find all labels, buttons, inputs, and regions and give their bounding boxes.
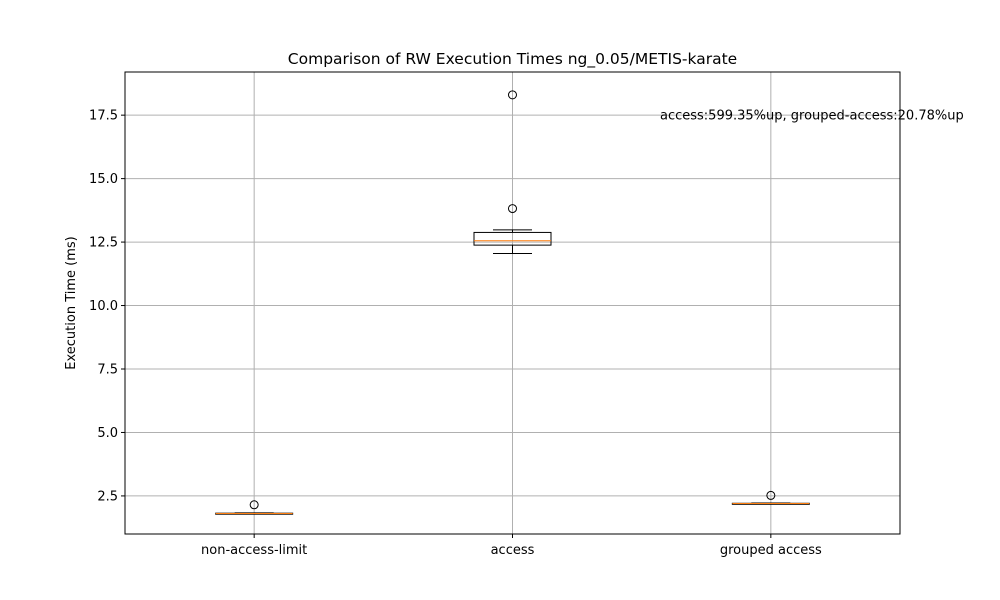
annotation-text: access:599.35%up, grouped-access:20.78%u… [660,109,964,124]
y-tick-label: 15.0 [89,172,118,187]
box-layer [215,90,810,515]
box-group [473,90,552,254]
y-tick-label: 7.5 [97,363,118,378]
x-tick-label: grouped access [720,543,822,558]
chart-title: Comparison of RW Execution Times ng_0.05… [288,50,737,69]
outlier-point [249,500,259,510]
y-tick-label: 17.5 [89,109,118,124]
x-tick-label: access [491,543,535,558]
tick-layer: 2.5 5.0 7.5 10.0 12.5 15.0 17.5 non-access-limi… [89,109,822,558]
y-tick-label: 2.5 [97,489,118,504]
y-tick-label: 12.5 [89,236,118,251]
grid-layer [125,72,900,534]
y-axis-label: Execution Time (ms) [64,236,79,369]
outlier-point [766,490,776,500]
x-tick-label: non-access-limit [201,543,307,558]
outlier-point [508,204,517,214]
box-group [731,490,810,505]
outlier-point [508,90,517,100]
y-tick-label: 5.0 [97,426,118,441]
y-tick-label: 10.0 [89,299,118,314]
box-group [215,500,294,515]
iqr-box [473,231,552,246]
